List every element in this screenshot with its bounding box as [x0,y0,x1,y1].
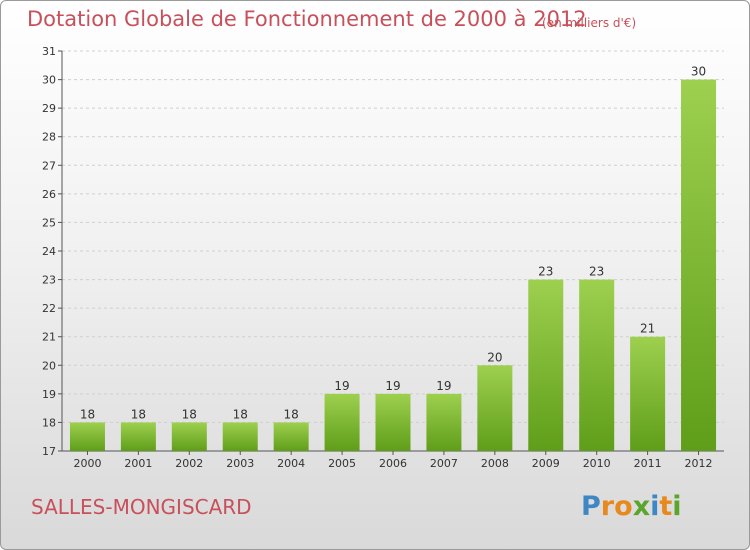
bar [171,422,207,451]
y-tick-label: 23 [42,274,56,287]
x-tick-label: 2003 [226,457,254,470]
x-tick-label: 2010 [583,457,611,470]
logo-letter: i [650,491,660,522]
y-tick-label: 22 [42,302,56,315]
x-tick-label: 2012 [685,457,713,470]
y-tick-label: 21 [42,331,56,344]
chart-subtitle: (en milliers d'€) [542,16,637,30]
bar-layer [69,79,717,452]
logo-letter: r [600,491,615,522]
data-label: 18 [131,407,146,421]
bar [375,393,411,451]
logo-letter: i [672,491,682,522]
data-label: 19 [385,379,400,393]
label-layer: 18 2000 18 2001 18 2002 18 2003 18 2004 19 2005 19 20… [73,65,712,470]
logo-letter: P [581,491,601,522]
x-tick-label: 2006 [379,457,407,470]
y-tick-label: 27 [42,159,56,172]
bar [273,422,309,451]
bar [120,422,156,451]
bar [69,422,105,451]
y-tick-label: 26 [42,188,56,201]
x-tick-label: 2004 [277,457,305,470]
logo-letter: x [632,491,651,522]
data-label: 18 [233,407,248,421]
x-tick-label: 2005 [328,457,356,470]
data-label: 19 [436,379,451,393]
x-tick-label: 2008 [481,457,509,470]
proxiti-logo[interactable]: Proxiti [581,491,682,522]
data-label: 30 [691,65,706,79]
x-tick-label: 2011 [634,457,662,470]
x-tick-label: 2000 [73,457,101,470]
data-label: 18 [284,407,299,421]
bar [324,393,360,451]
x-tick-label: 2009 [532,457,560,470]
bar [681,79,717,452]
y-tick-label: 18 [42,416,56,429]
y-tick-label: 17 [42,445,56,458]
y-tick-label: 31 [42,45,56,58]
y-tick-label: 19 [42,388,56,401]
y-tick-label: 24 [42,245,56,258]
commune-name: SALLES-MONGISCARD [31,495,252,519]
bar [630,336,666,451]
bar [579,279,615,451]
data-label: 20 [487,350,502,364]
logo-letter: o [614,491,633,522]
x-tick-label: 2002 [175,457,203,470]
x-tick-label: 2001 [124,457,152,470]
data-label: 23 [538,265,553,279]
data-label: 18 [80,407,95,421]
data-label: 18 [182,407,197,421]
bar [477,365,513,451]
y-tick-label: 29 [42,102,56,115]
bar [222,422,258,451]
y-tick-label: 25 [42,216,56,229]
y-tick-label: 20 [42,359,56,372]
chart-title: Dotation Globale de Fonctionnement de 20… [27,7,587,31]
bar [426,393,462,451]
x-tick-label: 2007 [430,457,458,470]
data-label: 21 [640,322,655,336]
y-tick-label: 30 [42,74,56,87]
data-label: 23 [589,265,604,279]
y-tick-label: 28 [42,131,56,144]
logo-letter: t [659,491,673,522]
bar [528,279,564,451]
data-label: 19 [334,379,349,393]
